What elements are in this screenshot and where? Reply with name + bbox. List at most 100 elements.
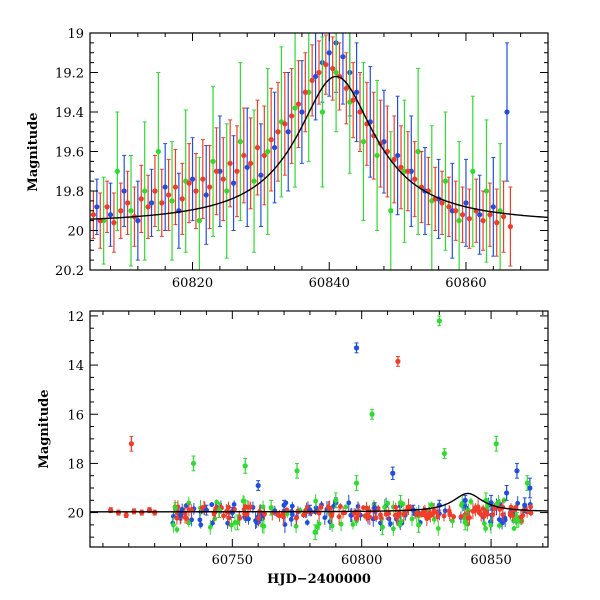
bottom-band-point xyxy=(313,498,319,504)
top-series-1-point xyxy=(237,139,243,145)
bottom-band-point xyxy=(496,523,502,529)
bottom-band-point xyxy=(174,527,180,532)
top-series-2-point xyxy=(207,184,213,190)
top-series-0-point xyxy=(326,50,332,56)
bottom-band-point xyxy=(207,524,213,530)
bottom-y-tick-label: 16 xyxy=(67,408,84,423)
top-series-1-point xyxy=(483,188,490,194)
bottom-series-2-point xyxy=(128,441,135,447)
bottom-band-point xyxy=(188,507,194,513)
bottom-model-curve xyxy=(90,492,548,513)
bottom-band-point xyxy=(293,523,299,529)
bottom-series-1-point xyxy=(333,497,339,503)
bottom-x-tick-label: 60800 xyxy=(341,553,382,568)
top-series-2-point xyxy=(282,121,288,127)
bottom-band-point xyxy=(182,515,188,520)
bottom-band-point xyxy=(293,515,299,521)
top-series-0-point xyxy=(94,204,100,210)
top-series-1-point xyxy=(251,178,257,184)
bottom-band-point xyxy=(385,500,391,506)
top-series-1-point xyxy=(142,188,148,194)
bottom-band-point xyxy=(186,520,192,526)
top-series-0-point xyxy=(244,164,250,170)
bottom-series-1-point xyxy=(234,519,241,526)
top-series-2-point xyxy=(234,168,240,174)
top-series-1-point xyxy=(196,218,202,224)
bottom-series-0-point xyxy=(372,505,378,511)
bottom-band-point xyxy=(337,504,343,509)
bottom-band-point xyxy=(197,517,203,523)
top-y-tick-label: 19 xyxy=(67,27,84,42)
top-series-0-point xyxy=(230,180,237,186)
bottom-band-point xyxy=(513,504,519,510)
top-series-1-point xyxy=(374,152,380,159)
top-series-2-point xyxy=(200,176,206,182)
bottom-band-point xyxy=(226,504,231,510)
top-y-tick-label: 20.2 xyxy=(55,264,84,279)
top-series-2-point xyxy=(275,129,281,135)
top-series-2-point xyxy=(152,188,158,194)
bottom-band-point xyxy=(431,508,437,514)
bottom-data-layer xyxy=(90,315,548,541)
top-panel: 60820 60840 608601919.219.419.619.82020.2 … xyxy=(26,27,549,291)
bottom-band-point xyxy=(209,502,215,508)
bottom-series-0-point xyxy=(281,502,287,508)
bottom-band-point xyxy=(483,509,489,515)
bottom-band-point xyxy=(289,503,295,509)
bottom-band-point xyxy=(262,511,267,517)
bottom-series-0-point xyxy=(255,482,261,489)
bottom-band-point xyxy=(261,523,267,529)
top-y-tick-label: 20 xyxy=(67,225,84,240)
bottom-band-point xyxy=(378,512,383,518)
bottom-x-axis-label: HJD−2400000 xyxy=(267,572,371,587)
bottom-band-point xyxy=(382,504,388,510)
top-series-1-point xyxy=(114,168,120,174)
bottom-series-1-point xyxy=(524,480,530,486)
bottom-band-point xyxy=(170,522,176,528)
top-series-0-point xyxy=(312,73,319,80)
bottom-series-1-point xyxy=(514,517,520,523)
bottom-band-point xyxy=(338,521,344,527)
top-series-1-point xyxy=(265,148,271,155)
bottom-band-point xyxy=(237,515,243,521)
top-series-0-point xyxy=(148,200,155,206)
bottom-band-point xyxy=(243,504,248,510)
bottom-band-point xyxy=(189,517,195,523)
top-series-2-point xyxy=(439,200,445,206)
bottom-series-0-point xyxy=(522,502,528,508)
top-series-0-point xyxy=(258,172,264,178)
bottom-y-tick-label: 14 xyxy=(67,359,84,374)
bottom-band-point xyxy=(329,523,335,529)
bottom-series-0-point xyxy=(229,509,235,516)
bottom-band-point xyxy=(528,510,534,516)
bottom-series-0-point xyxy=(177,512,184,518)
bottom-band-point xyxy=(304,520,310,525)
top-series-1-point xyxy=(128,208,134,214)
top-series-0-point xyxy=(135,218,141,224)
top-series-2-point xyxy=(459,212,466,218)
top-series-0-point xyxy=(490,204,496,210)
top-y-tick-label: 19.2 xyxy=(55,67,84,82)
top-series-0-point xyxy=(285,129,291,135)
top-series-1-point xyxy=(169,198,175,204)
top-series-2-point xyxy=(179,196,185,202)
top-series-2-point xyxy=(124,200,131,206)
bottom-band-point xyxy=(373,515,379,521)
bottom-band-point xyxy=(451,514,457,520)
bottom-series-1-point xyxy=(353,480,360,486)
bottom-band-point xyxy=(231,502,237,507)
bottom-band-point xyxy=(511,526,517,531)
top-series-0-point xyxy=(340,54,346,60)
top-series-2-point xyxy=(343,85,349,91)
top-series-0-point xyxy=(107,212,114,218)
bottom-series-2-point xyxy=(115,509,122,516)
bottom-band-point xyxy=(409,516,415,522)
bottom-band-point xyxy=(343,504,349,510)
bottom-band-point xyxy=(500,512,506,518)
bottom-series-0-point xyxy=(462,497,468,503)
bottom-band-point xyxy=(510,513,516,518)
bottom-band-point xyxy=(211,511,217,517)
bottom-band-point xyxy=(210,520,215,526)
bottom-band-point xyxy=(427,511,432,516)
